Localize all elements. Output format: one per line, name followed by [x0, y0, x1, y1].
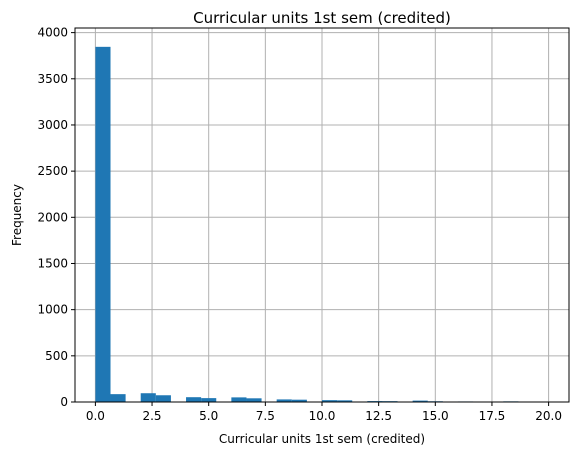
histogram-bar [322, 400, 338, 402]
y-tick-label: 3500 [37, 72, 68, 86]
x-tick-label: 2.5 [142, 409, 161, 423]
histogram-bar [186, 397, 202, 402]
grid-layer [75, 28, 569, 403]
x-tick-label: 17.5 [479, 409, 506, 423]
x-tick-label: 12.5 [365, 409, 392, 423]
y-axis-label: Frequency [10, 184, 24, 246]
histogram-bar [155, 395, 171, 402]
histogram-bar [291, 399, 307, 402]
x-axis: 0.0 2.5 5.0 7.5 10.0 12.5 15.0 17.5 20.0 [86, 402, 562, 423]
y-tick-label: 1500 [37, 256, 68, 270]
histogram-bar [140, 393, 156, 402]
x-tick-label: 10.0 [309, 409, 336, 423]
y-tick-label: 2000 [37, 210, 68, 224]
x-tick-label: 5.0 [199, 409, 218, 423]
y-tick-label: 0 [60, 395, 68, 409]
histogram-bar [246, 398, 262, 402]
x-axis-label: Curricular units 1st sem (credited) [219, 432, 425, 446]
histogram-bar [201, 398, 217, 402]
x-tick-label: 20.0 [535, 409, 562, 423]
x-tick-label: 7.5 [256, 409, 275, 423]
histogram-bar [95, 46, 111, 402]
y-tick-label: 2500 [37, 164, 68, 178]
y-axis: 0 500 1000 1500 2000 2500 3000 3500 4000 [37, 26, 75, 409]
histogram-bar [110, 394, 126, 402]
y-tick-label: 4000 [37, 26, 68, 40]
y-tick-label: 500 [45, 349, 68, 363]
x-tick-label: 15.0 [422, 409, 449, 423]
histogram-bar [412, 400, 428, 402]
histogram-bar [231, 397, 247, 402]
histogram-bar [276, 399, 292, 402]
y-tick-label: 1000 [37, 303, 68, 317]
y-tick-label: 3000 [37, 118, 68, 132]
histogram-bar [337, 400, 353, 402]
chart-title: Curricular units 1st sem (credited) [193, 9, 451, 27]
x-tick-label: 0.0 [86, 409, 105, 423]
